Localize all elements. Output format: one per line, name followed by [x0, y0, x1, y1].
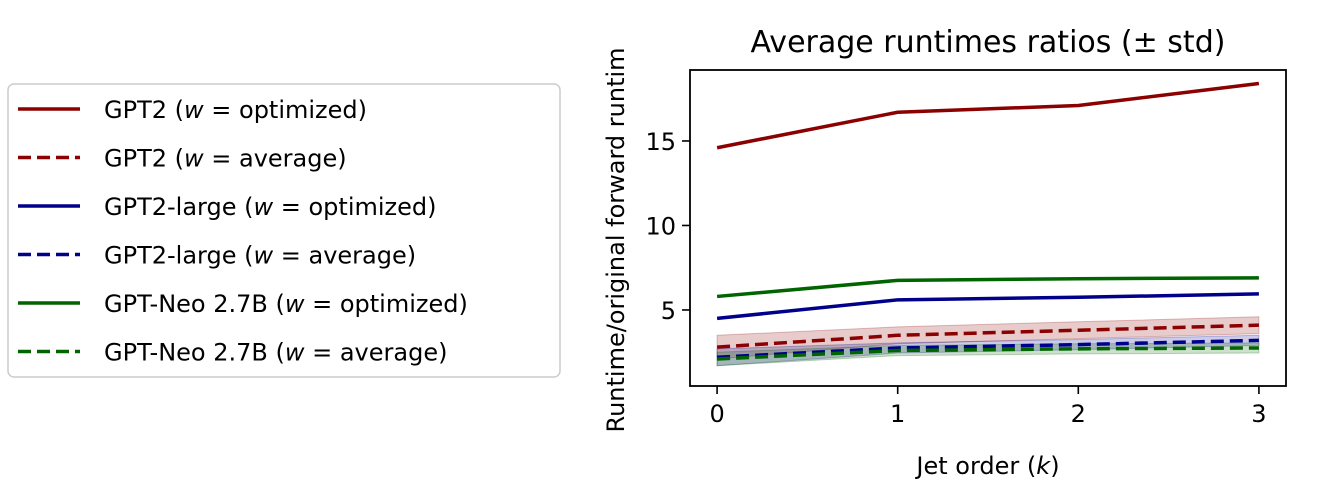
y-axis-label: Runtime/original forward runtim — [602, 47, 630, 432]
x-tick-label: 3 — [1251, 400, 1266, 428]
legend-label-gpt-neo-2-7b-w-average: GPT-Neo 2.7B (w = average) — [104, 339, 447, 367]
series-line-gpt2-w-average — [716, 323, 1259, 349]
y-tick-label: 15 — [645, 128, 676, 156]
legend-label-gpt2-w-optimized: GPT2 (w = optimized) — [104, 96, 367, 124]
x-tick-label: 1 — [890, 400, 905, 428]
series-line-gpt-neo-2-7b-w-optimized — [716, 276, 1259, 299]
x-tick-label: 0 — [709, 400, 724, 428]
chart-title: Average runtimes ratios (± std) — [751, 25, 1226, 60]
legend: GPT2 (w = optimized) GPT2 (w = average) GP… — [7, 83, 561, 378]
y-tick-label: 10 — [645, 212, 676, 240]
legend-label-gpt2-large-w-average: GPT2-large (w = average) — [104, 242, 416, 270]
legend-label-gpt2-large-w-optimized: GPT2-large (w = optimized) — [104, 193, 437, 221]
series-line-gpt2-large-w-optimized — [716, 292, 1259, 321]
series-line-gpt2-w-optimized — [716, 81, 1260, 150]
series-line-gpt-neo-2-7b-w-average — [717, 346, 1259, 361]
axes-frame — [689, 69, 1287, 387]
y-tick-label: 5 — [661, 297, 676, 325]
legend-frame — [7, 83, 561, 378]
series-line-gpt2-large-w-average — [717, 338, 1259, 360]
x-axis-label: Jet order (k) — [914, 452, 1059, 480]
plot-area: 0 1 2 3 5 10 15 Average runtimes ratios (± std… — [602, 25, 1287, 480]
legend-label-gpt-neo-2-7b-w-optimized: GPT-Neo 2.7B (w = optimized) — [104, 290, 468, 318]
legend-label-gpt2-w-average: GPT2 (w = average) — [104, 145, 347, 173]
x-tick-label: 2 — [1071, 400, 1086, 428]
